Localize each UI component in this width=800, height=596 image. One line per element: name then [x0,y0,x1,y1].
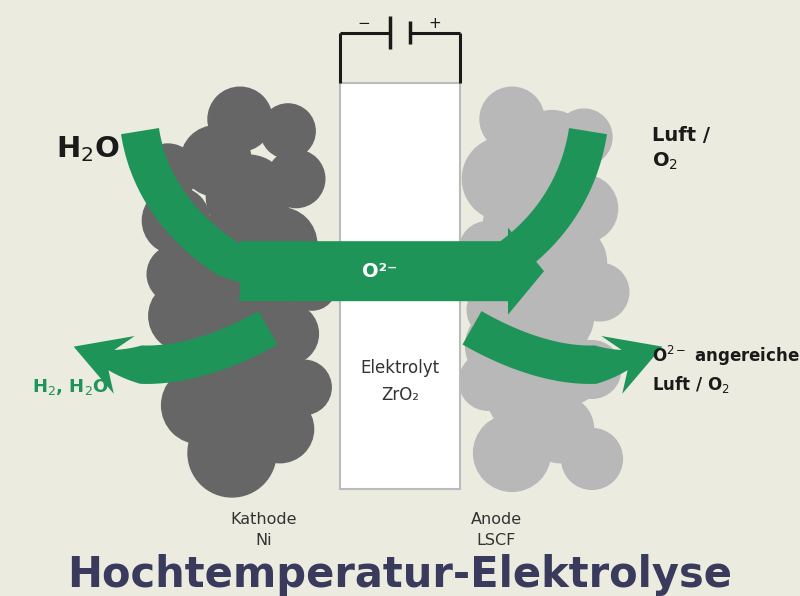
Circle shape [139,144,197,201]
Circle shape [510,274,594,358]
Circle shape [208,87,272,151]
Circle shape [571,263,629,321]
Text: O$^{2-}$ angereicherte
Luft / O$_2$: O$^{2-}$ angereicherte Luft / O$_2$ [652,344,800,395]
Circle shape [142,187,210,254]
Polygon shape [442,128,607,299]
Circle shape [520,215,568,262]
Circle shape [562,429,622,489]
Circle shape [530,224,606,300]
Circle shape [181,126,251,196]
Circle shape [176,303,272,400]
Circle shape [206,155,290,238]
Circle shape [267,150,325,207]
Circle shape [483,182,573,271]
Polygon shape [74,311,278,394]
Text: Luft /
O$_2$: Luft / O$_2$ [652,126,710,172]
Polygon shape [121,128,298,300]
Circle shape [149,281,219,351]
Circle shape [514,111,590,187]
Circle shape [477,245,547,315]
Circle shape [474,415,550,491]
Circle shape [556,109,612,165]
Circle shape [466,308,542,384]
Text: +: + [428,15,441,31]
Circle shape [261,104,315,159]
Bar [340,83,460,489]
Circle shape [533,334,603,405]
Text: −: − [358,15,370,31]
Circle shape [277,360,331,415]
Circle shape [459,353,517,410]
FancyArrow shape [240,228,544,315]
Circle shape [486,352,570,435]
Text: H$_2$O: H$_2$O [56,134,120,164]
Circle shape [459,222,517,279]
Circle shape [258,303,318,364]
Circle shape [188,409,276,497]
Circle shape [166,344,218,395]
Circle shape [288,262,336,310]
Circle shape [480,87,544,151]
Circle shape [550,175,618,242]
Circle shape [222,346,306,429]
Text: Kathode
Ni: Kathode Ni [230,513,298,548]
Polygon shape [462,311,662,394]
Circle shape [563,341,621,398]
Circle shape [526,396,594,462]
Text: H$_2$, H$_2$O: H$_2$, H$_2$O [32,377,109,398]
Text: O²⁻: O²⁻ [362,262,398,281]
Circle shape [162,367,238,443]
Circle shape [243,207,317,281]
Text: Hochtemperatur-Elektrolyse: Hochtemperatur-Elektrolyse [67,554,733,596]
Text: Anode
LSCF: Anode LSCF [470,513,522,548]
Circle shape [462,137,546,221]
Circle shape [147,246,205,303]
Circle shape [170,216,262,309]
Text: Elektrolyt
ZrO₂: Elektrolyt ZrO₂ [361,359,439,403]
Circle shape [218,260,294,336]
Circle shape [246,396,314,462]
Circle shape [467,281,525,339]
